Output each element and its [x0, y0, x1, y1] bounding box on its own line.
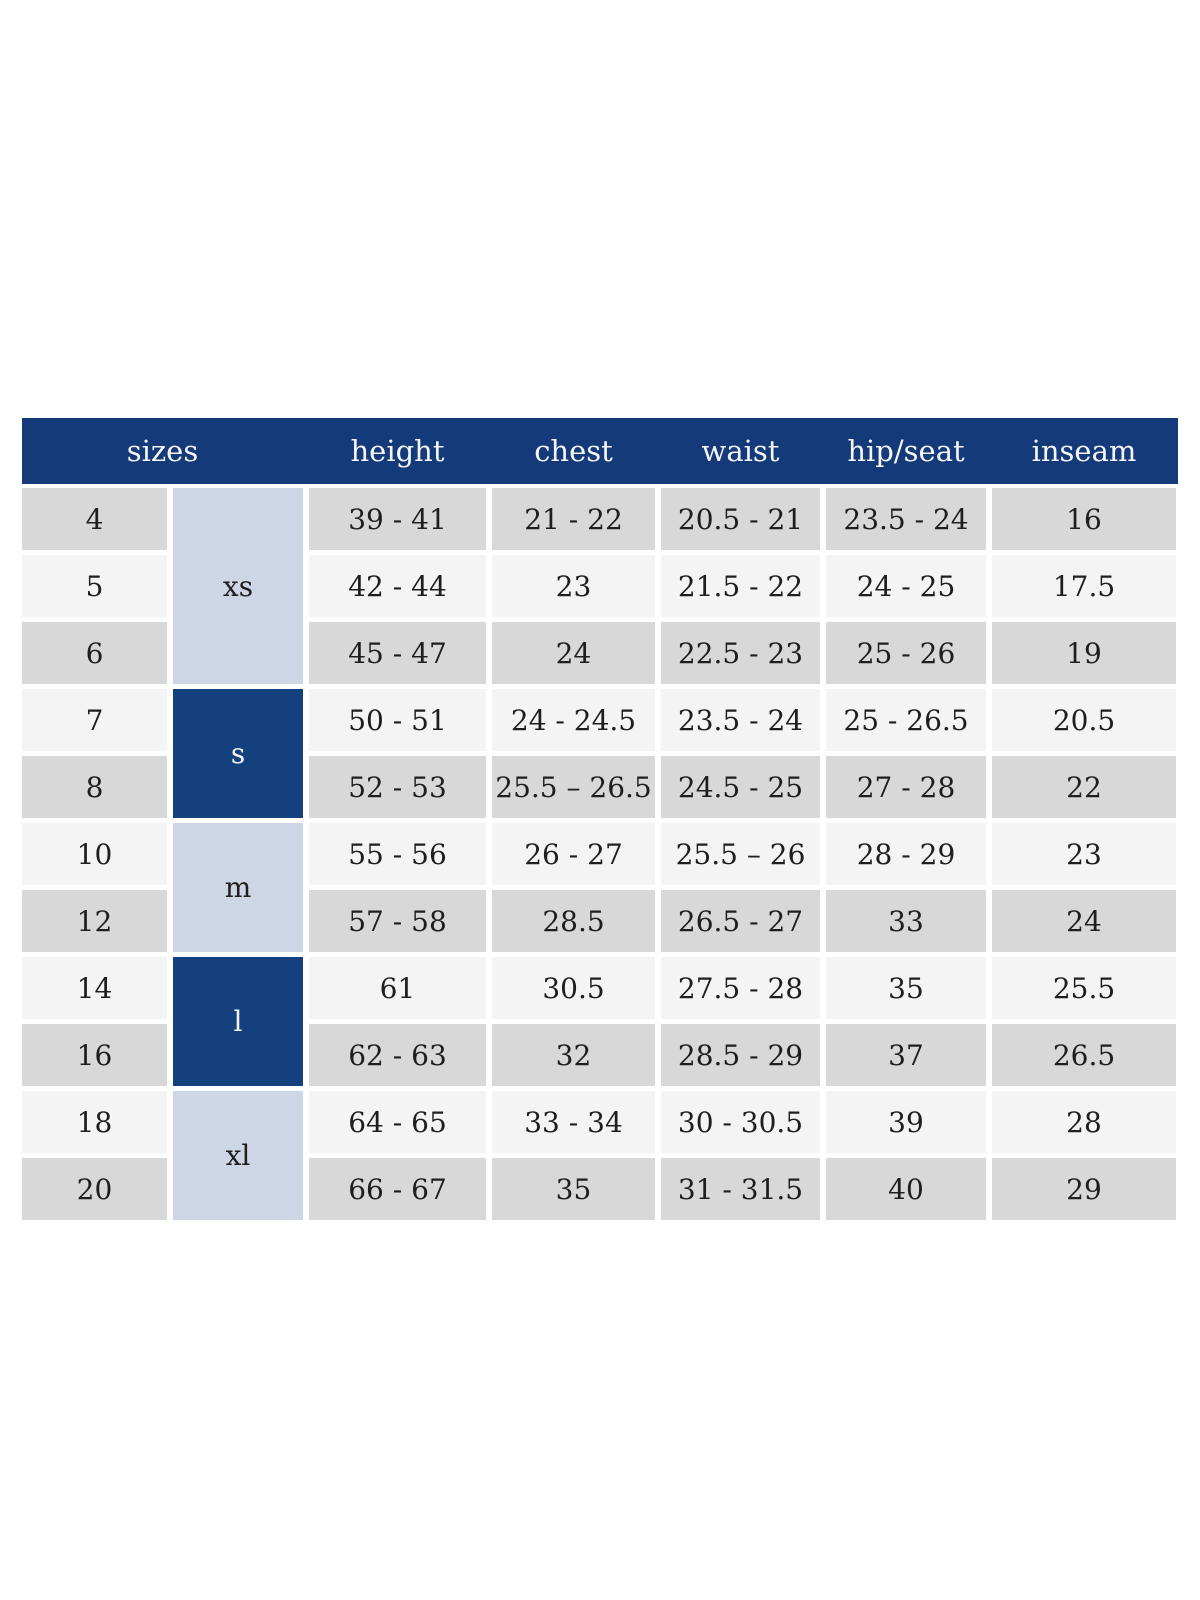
cell-height-8: 52 - 53 — [309, 756, 486, 818]
cell-chest-18: 33 - 34 — [492, 1091, 655, 1153]
cell-waist-4: 20.5 - 21 — [661, 488, 820, 550]
cell-inseam-7: 20.5 — [992, 689, 1176, 751]
cell-size-4: 4 — [22, 488, 167, 550]
cell-chest-10: 26 - 27 — [492, 823, 655, 885]
cell-hip-seat-18: 39 — [826, 1091, 986, 1153]
cell-hip-seat-12: 33 — [826, 890, 986, 952]
cell-chest-20: 35 — [492, 1158, 655, 1220]
cell-chest-14: 30.5 — [492, 957, 655, 1019]
cell-inseam-8: 22 — [992, 756, 1176, 818]
cell-size-10: 10 — [22, 823, 167, 885]
cell-size-12: 12 — [22, 890, 167, 952]
cell-size-14: 14 — [22, 957, 167, 1019]
group-cell-s: s — [173, 689, 303, 818]
cell-waist-5: 21.5 - 22 — [661, 555, 820, 617]
header-waist: waist — [701, 434, 780, 468]
cell-size-6: 6 — [22, 622, 167, 684]
cell-hip-seat-7: 25 - 26.5 — [826, 689, 986, 751]
cell-size-7: 7 — [22, 689, 167, 751]
cell-hip-seat-10: 28 - 29 — [826, 823, 986, 885]
cell-hip-seat-6: 25 - 26 — [826, 622, 986, 684]
header-inseam: inseam — [1031, 434, 1137, 468]
cell-size-8: 8 — [22, 756, 167, 818]
cell-chest-4: 21 - 22 — [492, 488, 655, 550]
cell-height-18: 64 - 65 — [309, 1091, 486, 1153]
cell-size-16: 16 — [22, 1024, 167, 1086]
cell-size-5: 5 — [22, 555, 167, 617]
group-cell-m: m — [173, 823, 303, 952]
cell-hip-seat-14: 35 — [826, 957, 986, 1019]
cell-hip-seat-20: 40 — [826, 1158, 986, 1220]
cell-height-5: 42 - 44 — [309, 555, 486, 617]
table-header-row: sizes height chest waist hip/seat inseam — [22, 418, 1178, 484]
cell-waist-18: 30 - 30.5 — [661, 1091, 820, 1153]
cell-chest-6: 24 — [492, 622, 655, 684]
cell-waist-6: 22.5 - 23 — [661, 622, 820, 684]
cell-inseam-4: 16 — [992, 488, 1176, 550]
cell-height-4: 39 - 41 — [309, 488, 486, 550]
cell-inseam-6: 19 — [992, 622, 1176, 684]
header-sizes: sizes — [126, 434, 199, 468]
cell-height-14: 61 — [309, 957, 486, 1019]
cell-height-16: 62 - 63 — [309, 1024, 486, 1086]
cell-waist-8: 24.5 - 25 — [661, 756, 820, 818]
header-height: height — [350, 434, 445, 468]
cell-waist-10: 25.5 – 26 — [661, 823, 820, 885]
cell-hip-seat-4: 23.5 - 24 — [826, 488, 986, 550]
cell-size-18: 18 — [22, 1091, 167, 1153]
cell-chest-7: 24 - 24.5 — [492, 689, 655, 751]
cell-chest-12: 28.5 — [492, 890, 655, 952]
cell-size-20: 20 — [22, 1158, 167, 1220]
cell-inseam-14: 25.5 — [992, 957, 1176, 1019]
group-cell-xs: xs — [173, 488, 303, 684]
cell-inseam-20: 29 — [992, 1158, 1176, 1220]
header-hip-seat: hip/seat — [847, 434, 965, 468]
cell-chest-16: 32 — [492, 1024, 655, 1086]
cell-height-12: 57 - 58 — [309, 890, 486, 952]
cell-inseam-12: 24 — [992, 890, 1176, 952]
cell-waist-7: 23.5 - 24 — [661, 689, 820, 751]
cell-inseam-5: 17.5 — [992, 555, 1176, 617]
cell-inseam-16: 26.5 — [992, 1024, 1176, 1086]
table-body: 4 xs 39 - 41 21 - 22 20.5 - 21 23.5 - 24… — [22, 488, 1178, 1220]
cell-height-6: 45 - 47 — [309, 622, 486, 684]
cell-inseam-18: 28 — [992, 1091, 1176, 1153]
cell-waist-14: 27.5 - 28 — [661, 957, 820, 1019]
cell-waist-16: 28.5 - 29 — [661, 1024, 820, 1086]
cell-height-7: 50 - 51 — [309, 689, 486, 751]
cell-chest-8: 25.5 – 26.5 — [492, 756, 655, 818]
cell-hip-seat-16: 37 — [826, 1024, 986, 1086]
cell-height-10: 55 - 56 — [309, 823, 486, 885]
cell-hip-seat-8: 27 - 28 — [826, 756, 986, 818]
cell-height-20: 66 - 67 — [309, 1158, 486, 1220]
header-chest: chest — [534, 434, 613, 468]
cell-chest-5: 23 — [492, 555, 655, 617]
cell-hip-seat-5: 24 - 25 — [826, 555, 986, 617]
cell-waist-20: 31 - 31.5 — [661, 1158, 820, 1220]
cell-waist-12: 26.5 - 27 — [661, 890, 820, 952]
size-chart-table: sizes height chest waist hip/seat inseam… — [22, 418, 1178, 1220]
group-cell-xl: xl — [173, 1091, 303, 1220]
group-cell-l: l — [173, 957, 303, 1086]
cell-inseam-10: 23 — [992, 823, 1176, 885]
